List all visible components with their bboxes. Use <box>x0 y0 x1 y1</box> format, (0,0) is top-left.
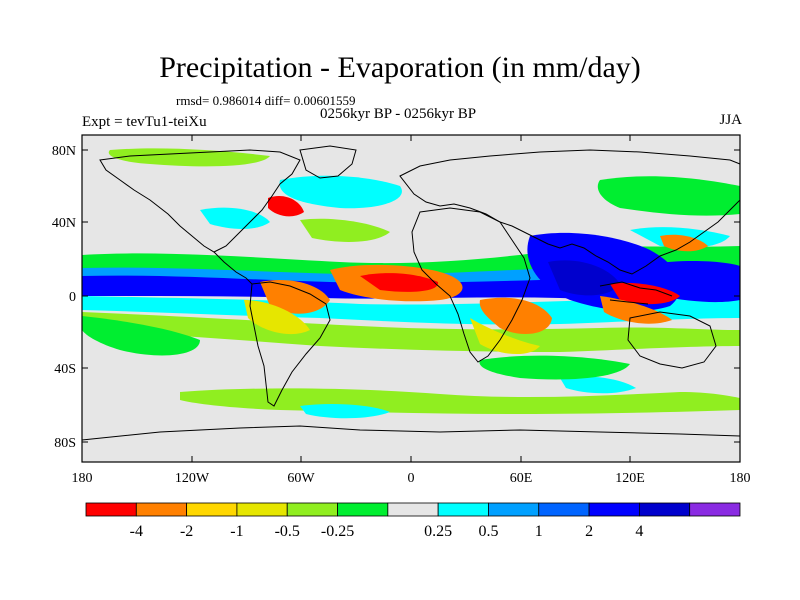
field-natlantic-cyan <box>279 175 402 209</box>
field-east-pacific-green <box>82 316 200 356</box>
colorbar-box-11 <box>638 502 691 517</box>
field-maritime-orange <box>600 296 672 324</box>
coast-antarctica <box>81 425 741 441</box>
lon-label-60w: 60W <box>287 471 315 486</box>
field-natlantic-green <box>300 218 390 242</box>
coast-australia <box>627 311 717 369</box>
colorbar-label: 0.25 <box>424 523 452 540</box>
field-africa-yellow <box>470 318 540 355</box>
stats-label: rmsd= 0.986014 diff= 0.00601559 <box>176 93 356 108</box>
colorbar-box-3 <box>236 502 288 517</box>
colorbar-box-10 <box>588 502 640 517</box>
colorbar-box-2 <box>186 502 238 517</box>
lat-label-40n: 40N <box>52 216 76 231</box>
colorbar-box-4 <box>286 502 338 517</box>
colorbar-labels: -4 -2 -1 -0.5 -0.25 0.25 0.5 1 2 4 <box>130 523 644 540</box>
colorbar: -4 -2 -1 -0.5 -0.25 0.25 0.5 1 2 4 <box>85 502 741 540</box>
field-sam-orange <box>260 280 330 314</box>
colorbar-box-1 <box>135 502 188 517</box>
colorbar-label: -2 <box>180 523 193 540</box>
colorbar-box-0 <box>85 502 137 517</box>
colorbar-label: -4 <box>130 523 143 540</box>
lat-label-80s: 80S <box>54 436 76 451</box>
coast-eurasia <box>399 149 741 275</box>
coast-north-america <box>99 149 301 253</box>
field-north-green <box>108 148 270 167</box>
field-natlantic-red <box>268 195 304 217</box>
coast-central-america <box>213 251 253 285</box>
experiment-label: Expt = tevTu1-teiXu <box>82 114 207 130</box>
field-sindian-green <box>479 355 630 380</box>
coastlines <box>81 145 741 441</box>
field-maritime-red <box>610 282 680 305</box>
colorbar-label: 4 <box>635 523 643 540</box>
field-band-south-green <box>82 312 740 352</box>
lat-labels: 80N 40N 0 40S 80S <box>52 144 76 451</box>
colorbar-box-12 <box>689 502 741 517</box>
colorbar-box-9 <box>538 502 590 517</box>
map-panel: 80N 40N 0 40S 80S 180 120W 60W 0 60E 120… <box>52 134 751 486</box>
coast-greenland <box>299 145 357 179</box>
lat-label-80n: 80N <box>52 144 76 159</box>
season-label: JJA <box>719 112 742 128</box>
lat-label-0: 0 <box>69 290 76 305</box>
field-africa-orange <box>479 297 552 334</box>
lon-label-180e: 180 <box>730 471 751 486</box>
colorbar-label: 1 <box>535 523 543 540</box>
coast-africa <box>411 207 531 363</box>
colorbar-box-7 <box>437 502 489 517</box>
colorbar-boxes <box>85 502 741 517</box>
lon-label-180w: 180 <box>72 471 93 486</box>
lon-label-60e: 60E <box>510 471 533 486</box>
coast-south-america <box>249 281 331 407</box>
period-label: 0256kyr BP - 0256kyr BP <box>320 106 477 122</box>
colorbar-label: -0.25 <box>321 523 354 540</box>
plot-title: Precipitation - Evaporation (in mm/day) <box>159 51 641 84</box>
field-indian-ocean-violet <box>548 260 620 296</box>
field-shading <box>82 148 740 419</box>
colorbar-label: -0.5 <box>275 523 300 540</box>
lon-label-120w: 120W <box>175 471 210 486</box>
field-southern-cyan-2 <box>560 376 636 394</box>
field-sam-yellow <box>244 300 310 335</box>
field-npacific-green <box>597 176 740 216</box>
colorbar-box-8 <box>488 502 540 517</box>
colorbar-box-5 <box>337 502 389 517</box>
lat-ticks <box>82 149 740 443</box>
lon-ticks <box>81 135 741 462</box>
field-npacific-orange <box>660 234 708 252</box>
field-southern-cyan-1 <box>300 404 390 419</box>
coast-indonesia <box>599 281 673 305</box>
colorbar-label: 0.5 <box>478 523 498 540</box>
colorbar-label: -1 <box>230 523 243 540</box>
colorbar-box-6 <box>387 502 439 517</box>
lon-labels: 180 120W 60W 0 60E 120E 180 <box>72 471 751 486</box>
field-atlantic-red <box>360 273 439 292</box>
colorbar-label: 2 <box>585 523 593 540</box>
lat-label-40s: 40S <box>54 362 76 377</box>
field-nam-cyan <box>200 207 270 229</box>
lon-label-0: 0 <box>408 471 415 486</box>
lon-label-120e: 120E <box>615 471 645 486</box>
